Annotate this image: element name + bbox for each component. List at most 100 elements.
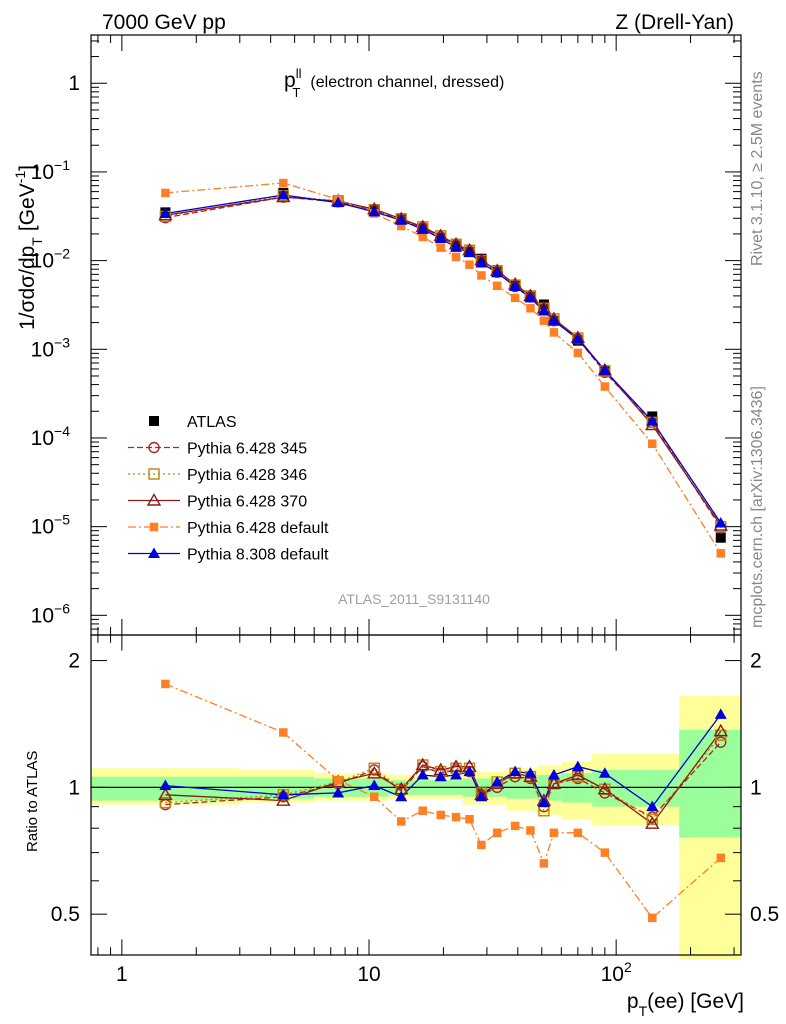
ratio-point-0 <box>715 736 727 748</box>
ratio-point-3 <box>333 775 343 785</box>
y-axis-label-sup: -1 <box>12 171 28 184</box>
plot-title-rest: (electron channel, dressed) <box>310 74 504 91</box>
ratio-point-3 <box>648 913 657 923</box>
plot-title-sup: ll <box>296 66 302 81</box>
header-left: 7000 GeV pp <box>102 11 226 34</box>
series-point-4 <box>416 223 429 234</box>
y-axis-label-end: ] <box>16 165 39 171</box>
top-panel-ticks: 110−110−210−310−410−510−6 <box>31 35 741 636</box>
legend-label-0: Pythia 6.428 345 <box>187 441 307 458</box>
ratio-point-4 <box>646 800 659 812</box>
legend-marker-3 <box>149 522 159 532</box>
series-point-3 <box>549 328 559 337</box>
y-tick-label-sup: −2 <box>54 246 70 262</box>
series-point-4 <box>159 207 172 218</box>
series-point-3 <box>648 439 657 449</box>
series-point-3 <box>716 549 726 558</box>
y-tick-label-sup: −3 <box>54 334 70 350</box>
x-tick-label-base: 1 <box>116 963 128 986</box>
ratio-panel-series <box>158 679 728 923</box>
ratio-y-tick-label-left: 0.5 <box>51 903 80 926</box>
ratio-point-2 <box>276 793 291 806</box>
ratio-point-4 <box>416 768 429 780</box>
series-point-3 <box>161 188 170 198</box>
y-tick-label-base: 10 <box>31 516 54 539</box>
x-tick-label-sup: 2 <box>624 959 632 975</box>
x-axis-label-main: p <box>627 990 639 1013</box>
y-tick-label-sup: −1 <box>54 157 70 173</box>
ratio-panel-frame <box>90 634 742 956</box>
ratio-point-2 <box>570 767 586 781</box>
header-right: Z (Drell-Yan) <box>615 11 734 34</box>
x-axis-label-rest: (ee) [GeV] <box>647 990 744 1013</box>
series-point-3 <box>451 252 461 262</box>
ratio-point-1 <box>368 762 380 774</box>
x-axis-label: pT(ee) [GeV] <box>627 990 744 1019</box>
y-tick-label: 1 <box>68 72 80 95</box>
ratio-point-4 <box>598 767 611 778</box>
ratio-point-3 <box>492 828 502 838</box>
ratio-y-tick-label-right: 0.5 <box>750 903 779 926</box>
series-point-4 <box>368 205 381 217</box>
ratio-point-3 <box>436 810 445 820</box>
ratio-point-4 <box>277 788 290 800</box>
plot-title-main: p <box>284 69 296 92</box>
series-point-4 <box>646 415 659 426</box>
ratio-point-2 <box>546 776 562 789</box>
y-tick-label-base: 10 <box>31 161 54 184</box>
x-tick-label: 102 <box>601 959 632 986</box>
y-axis-label-rest: [GeV <box>16 183 39 231</box>
legend-marker-1 <box>148 468 160 480</box>
mcplots-label: mcplots.cern.ch [arXiv:1306.3436] <box>749 386 766 628</box>
series-point-4 <box>509 280 522 292</box>
y-tick-label-sup: −6 <box>54 600 70 616</box>
legend-label-2: Pythia 6.428 370 <box>187 494 307 511</box>
ratio-point-3 <box>279 728 288 737</box>
ratio-y-tick-label-left: 1 <box>68 776 80 799</box>
y-axis-label-main: 1/σdσ/dp <box>16 246 39 330</box>
ratio-point-2 <box>645 816 660 829</box>
ratio-point-3 <box>716 853 726 863</box>
series-point-4 <box>571 333 584 344</box>
legend-label-1: Pythia 6.428 346 <box>187 467 307 484</box>
ratio-point-4 <box>571 760 584 772</box>
ratio-point-4 <box>537 796 550 808</box>
ratio-y-tick-label-left: 2 <box>68 650 80 673</box>
legend-marker-0 <box>148 441 160 454</box>
series-point-4 <box>524 291 537 303</box>
ratio-point-1 <box>646 813 658 825</box>
ratio-point-3 <box>396 817 406 826</box>
legend-label-4: Pythia 8.308 default <box>187 547 329 564</box>
series-point-3 <box>492 281 502 291</box>
ratio-point-3 <box>451 812 461 822</box>
y-tick-label-base: 1 <box>68 72 80 95</box>
ratio-point-4 <box>368 779 381 791</box>
ratio-point-4 <box>463 765 476 777</box>
series-point-4 <box>537 305 550 316</box>
series-point-4 <box>491 266 504 278</box>
plot-title-sub: T <box>292 85 300 100</box>
ratio-point-3 <box>465 815 474 824</box>
plot-title: pll T (electron channel, dressed) <box>284 66 504 100</box>
y-tick-label: 10−4 <box>31 423 71 450</box>
legend-marker-2 <box>146 493 162 506</box>
y-tick-label-base: 10 <box>31 250 54 273</box>
y-tick-label-base: 10 <box>31 604 54 627</box>
series-point-4 <box>434 232 447 243</box>
ratio-point-3 <box>370 792 379 802</box>
series-point-3 <box>418 232 428 242</box>
ratio-y-axis-label: Ratio to ATLAS <box>24 751 41 852</box>
ratio-point-4 <box>509 765 522 777</box>
y-tick-label-base: 10 <box>31 427 54 450</box>
legend-marker-atlas <box>149 416 159 426</box>
ratio-point-4 <box>547 768 560 780</box>
ratio-point-2 <box>367 765 382 779</box>
series-point-4 <box>714 516 727 528</box>
ratio-point-1 <box>159 796 172 809</box>
ratio-point-4 <box>524 767 537 778</box>
ratio-point-3 <box>539 859 549 868</box>
series-point-3 <box>465 260 474 269</box>
ratio-y-tick-label-right: 2 <box>750 650 762 673</box>
